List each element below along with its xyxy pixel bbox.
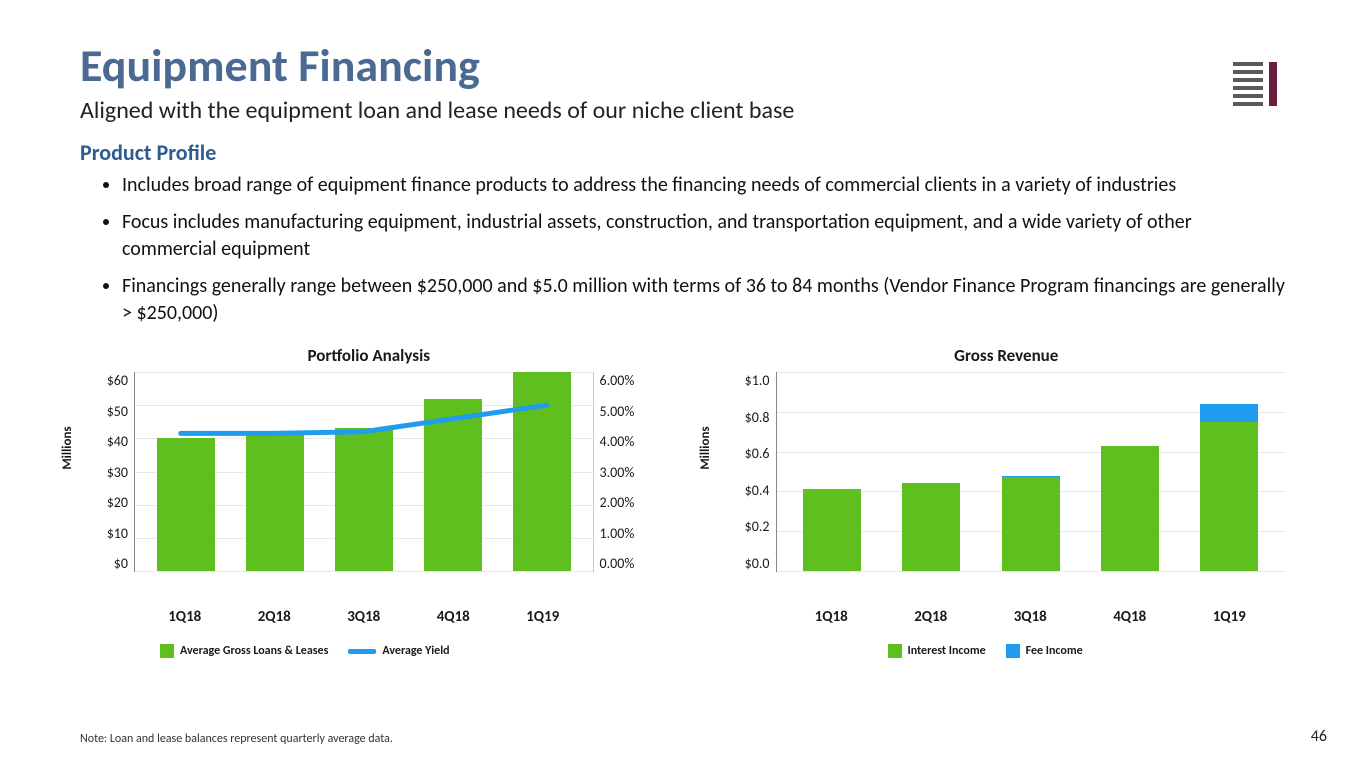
bar [157, 438, 215, 571]
section-header: Product Profile [80, 139, 1285, 166]
bar [424, 399, 482, 571]
bar [513, 372, 571, 571]
chart-title: Portfolio Analysis [90, 345, 648, 366]
page-title: Equipment Financing [80, 38, 1285, 94]
square-icon [1006, 644, 1020, 658]
chart-legend: Interest Income Fee Income [888, 644, 1286, 658]
page-subtitle: Aligned with the equipment loan and leas… [80, 96, 1285, 125]
legend-item: Fee Income [1006, 644, 1083, 658]
y-axis-right: 6.00%5.00%4.00%3.00%2.00%1.00%0.00% [594, 372, 648, 572]
bullet-item: Focus includes manufacturing equipment, … [122, 209, 1285, 263]
bullet-item: Includes broad range of equipment financ… [122, 172, 1285, 199]
chart-legend: Average Gross Loans & Leases Average Yie… [160, 644, 648, 658]
square-icon [160, 644, 174, 658]
square-icon [888, 644, 902, 658]
legend-item: Average Yield [348, 644, 449, 658]
stacked-bar [902, 372, 960, 571]
plot-area [776, 372, 1286, 572]
page-number: 46 [1311, 727, 1327, 746]
stacked-bar [1200, 372, 1258, 571]
y-axis-left: $1.0$0.8$0.6$0.4$0.2$0.0 [728, 372, 776, 572]
y-axis-label: Millions [698, 426, 713, 469]
company-logo-icon [1227, 58, 1283, 114]
legend-item: Average Gross Loans & Leases [160, 644, 328, 658]
x-axis-labels: 1Q182Q183Q184Q181Q19 [134, 608, 594, 626]
legend-item: Interest Income [888, 644, 986, 658]
stacked-bar [1101, 372, 1159, 571]
y-axis-label: Millions [60, 426, 75, 469]
revenue-chart: Gross Revenue Millions $1.0$0.8$0.6$0.4$… [728, 345, 1286, 658]
stacked-bar [803, 372, 861, 571]
bar [246, 435, 304, 571]
y-axis-left: $60$50$40$30$20$10$0 [90, 372, 134, 572]
line-icon [348, 649, 376, 654]
chart-title: Gross Revenue [728, 345, 1286, 366]
bullet-item: Financings generally range between $250,… [122, 273, 1285, 327]
x-axis-labels: 1Q182Q183Q184Q181Q19 [776, 608, 1286, 626]
bullet-list: Includes broad range of equipment financ… [122, 172, 1285, 327]
stacked-bar [1002, 372, 1060, 571]
portfolio-chart: Portfolio Analysis Millions $60$50$40$30… [90, 345, 648, 658]
bar [335, 428, 393, 571]
footnote: Note: Loan and lease balances represent … [80, 732, 393, 746]
plot-area [134, 372, 594, 572]
